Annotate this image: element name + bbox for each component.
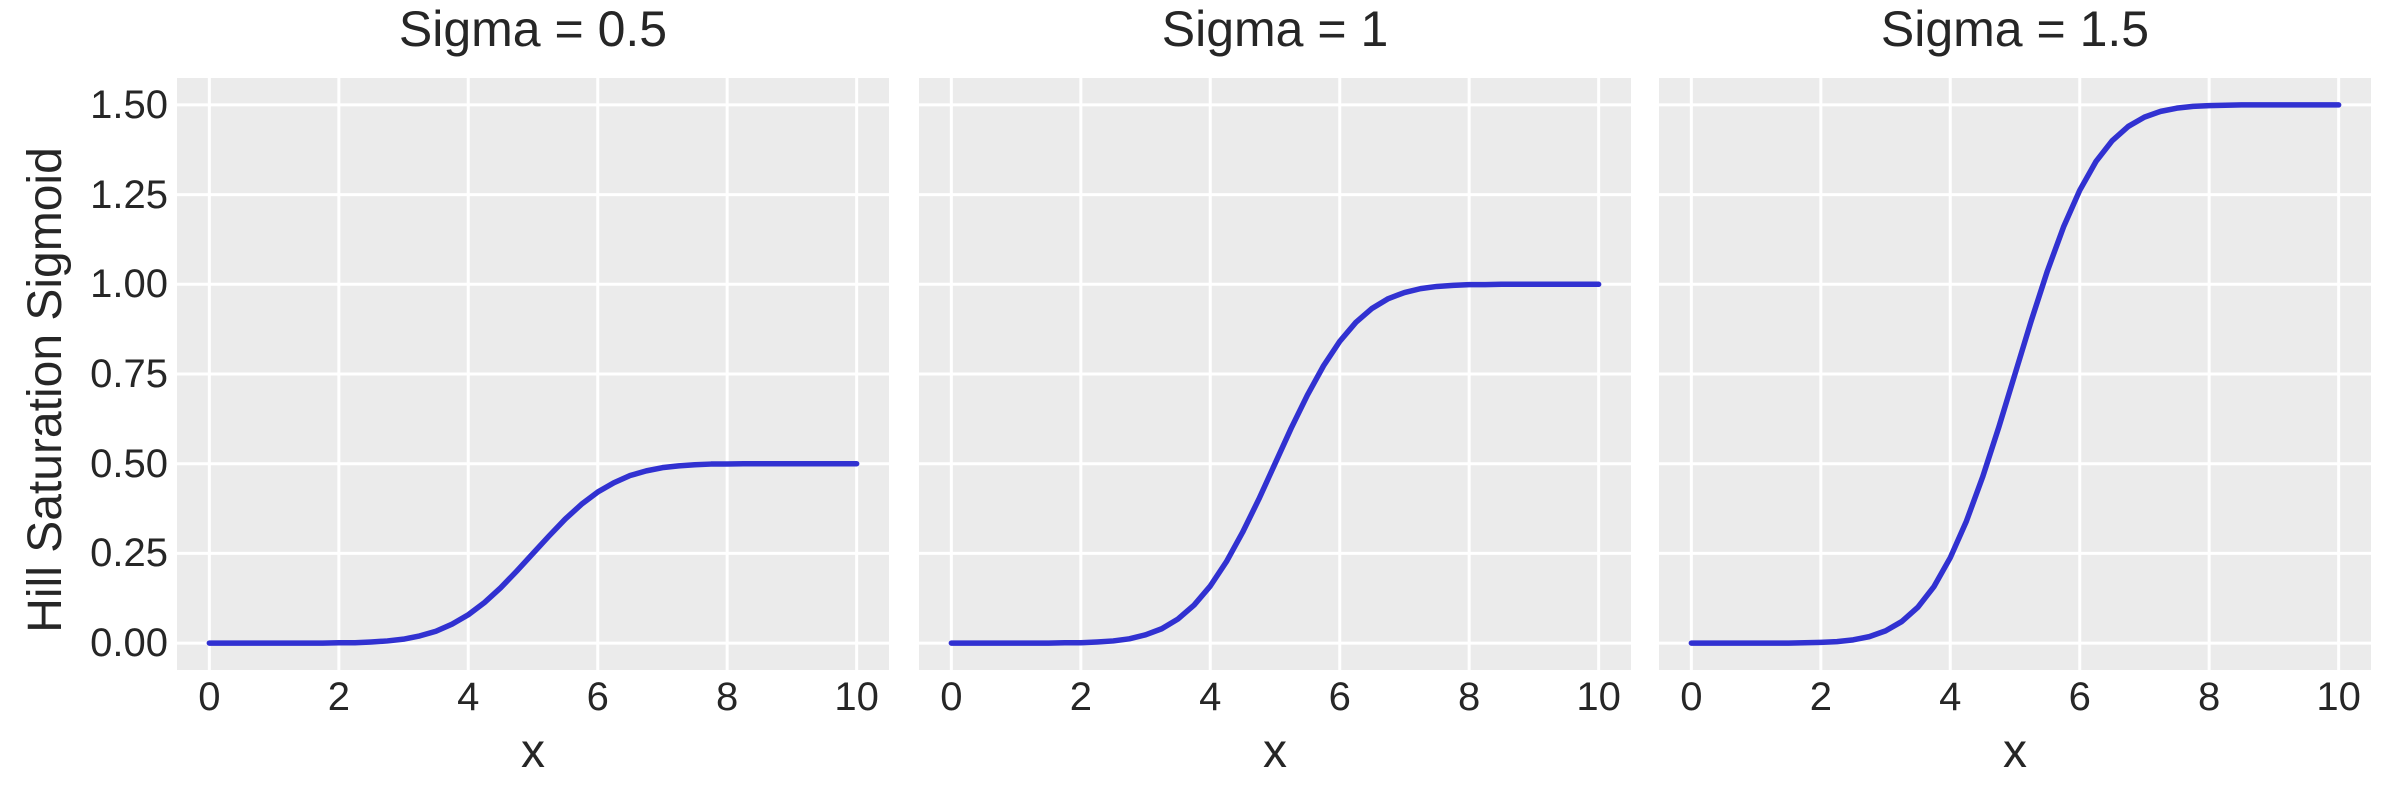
x-tick-label: 0 bbox=[940, 675, 963, 719]
x-tick-label: 8 bbox=[716, 675, 739, 719]
plot-canvas bbox=[1659, 78, 2371, 670]
x-tick-label: 6 bbox=[2068, 675, 2091, 719]
subplot-sigma-0-5: Sigma = 0.5 x 0 2 4 6 8 10 bbox=[177, 0, 889, 800]
sigmoid-curve bbox=[1688, 102, 2342, 646]
subplot-sigma-1: Sigma = 1 x 0 2 4 6 8 10 bbox=[919, 0, 1631, 800]
subplot-sigma-1-5: Sigma = 1.5 x 0 2 4 6 8 10 bbox=[1659, 0, 2371, 800]
y-tick-label: 0.50 bbox=[90, 441, 168, 486]
y-tick-label: 1.50 bbox=[90, 82, 168, 127]
plot-title: Sigma = 1.5 bbox=[1880, 1, 2150, 57]
x-tick-label: 4 bbox=[1199, 675, 1222, 719]
plot-canvas bbox=[177, 78, 889, 670]
plot-area bbox=[1659, 78, 2371, 670]
x-tick-label: 2 bbox=[1809, 675, 1832, 719]
plot-canvas bbox=[919, 78, 1631, 670]
plot-area bbox=[919, 78, 1631, 670]
plot-area bbox=[177, 78, 889, 670]
x-tick-label: 6 bbox=[586, 675, 609, 719]
x-tick-label: 2 bbox=[1069, 675, 1092, 719]
x-tick-label: 10 bbox=[2316, 675, 2361, 719]
y-tick-label: 1.00 bbox=[90, 262, 168, 307]
x-tick-label: 10 bbox=[1576, 675, 1621, 719]
x-tick-label: 8 bbox=[2198, 675, 2221, 719]
sigmoid-curve bbox=[948, 281, 1602, 646]
x-axis-label: x bbox=[521, 725, 545, 778]
x-tick-label: 4 bbox=[457, 675, 480, 719]
x-tick-label: 8 bbox=[1458, 675, 1481, 719]
x-tick-label: 6 bbox=[1328, 675, 1351, 719]
x-tick-label: 0 bbox=[1680, 675, 1703, 719]
x-tick-label: 2 bbox=[327, 675, 350, 719]
x-axis-label: x bbox=[2003, 725, 2027, 778]
plot-title: Sigma = 1 bbox=[1161, 1, 1389, 57]
y-tick-label: 1.25 bbox=[90, 172, 168, 217]
y-tick-label: 0.25 bbox=[90, 531, 168, 576]
x-tick-label: 10 bbox=[834, 675, 879, 719]
x-axis-label: x bbox=[1263, 725, 1287, 778]
sigmoid-curve bbox=[206, 460, 860, 646]
x-tick-label: 4 bbox=[1939, 675, 1962, 719]
plot-title: Sigma = 0.5 bbox=[398, 1, 668, 57]
y-tick-label: 0.75 bbox=[90, 352, 168, 396]
x-tick-label: 0 bbox=[198, 675, 221, 719]
y-tick-label: 0.00 bbox=[90, 621, 168, 666]
